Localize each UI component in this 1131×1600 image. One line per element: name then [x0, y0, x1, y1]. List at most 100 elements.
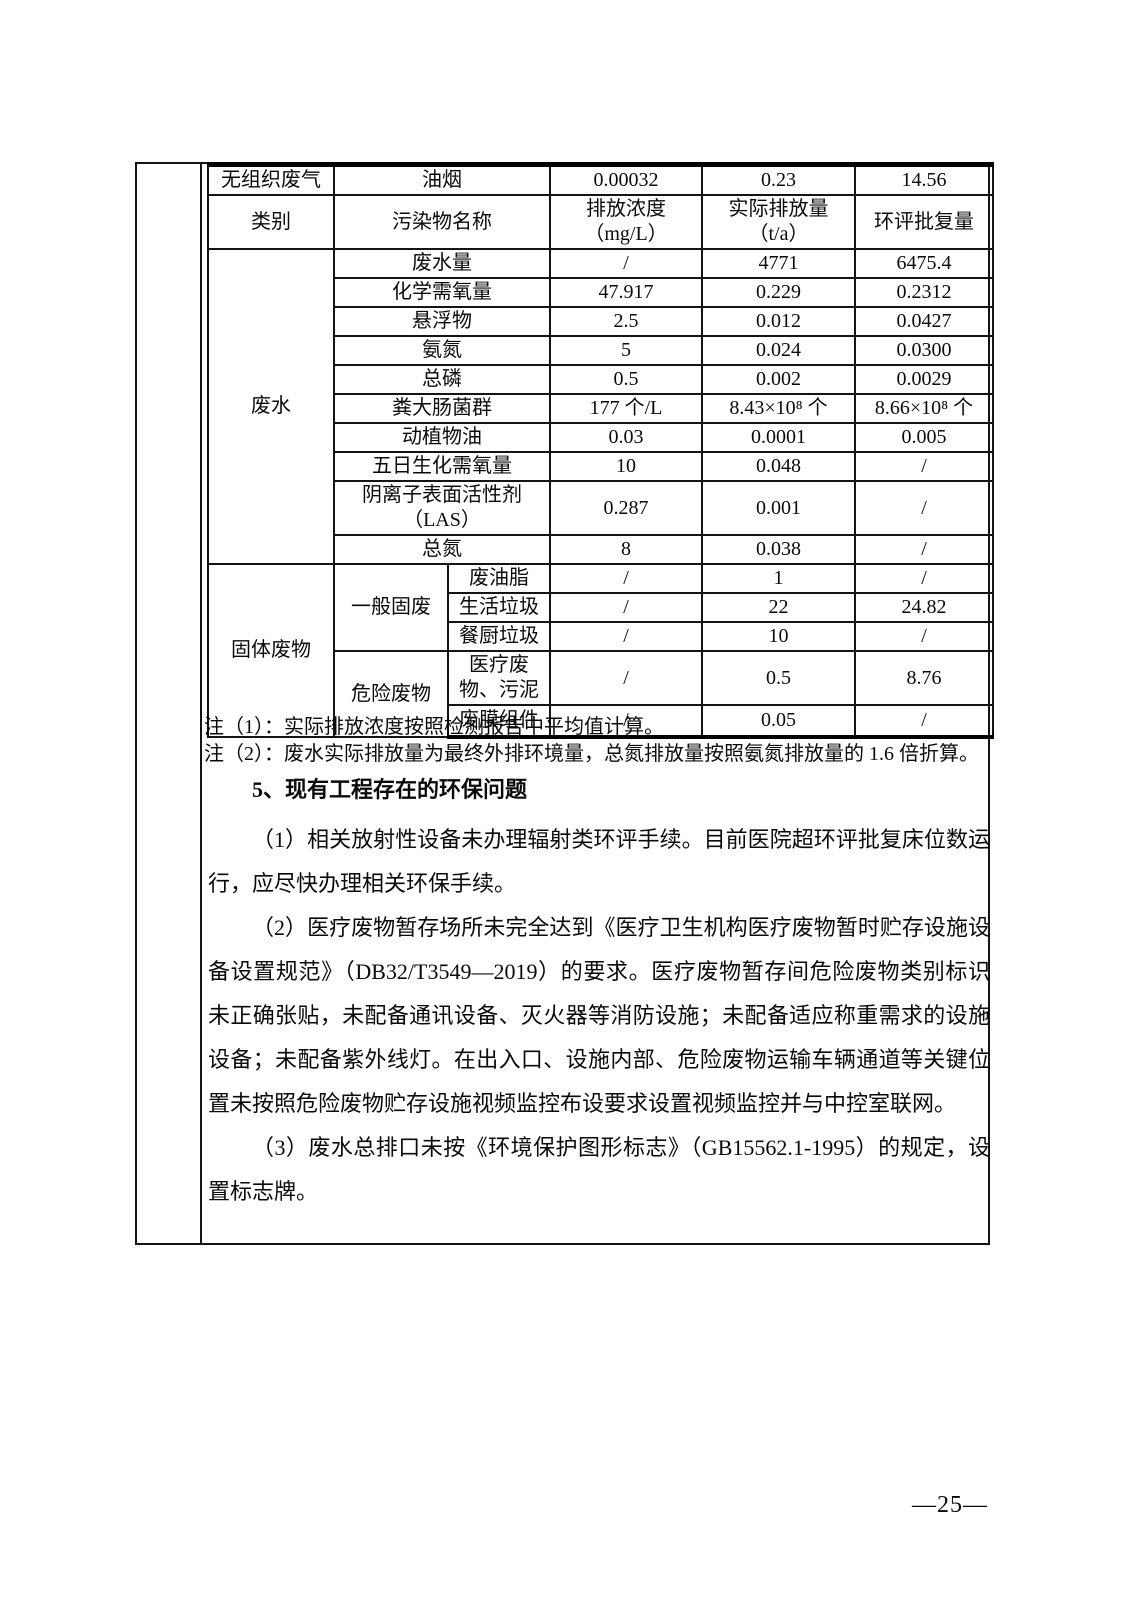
table-row: 无组织废气 油烟 0.00032 0.23 14.56 — [207, 162, 994, 196]
table-row: 生活垃圾 / 22 24.82 — [208, 592, 994, 623]
cell-pollutant-name: 五日生化需氧量 — [333, 451, 551, 482]
cell-pollutant-name: 阴离子表面活性剂（LAS） — [333, 480, 551, 536]
cell-approved: 0.005 — [854, 422, 994, 453]
cell-approved: 24.82 — [854, 592, 994, 623]
header-concentration-line1: 排放浓度 — [586, 198, 666, 220]
cell-concentration: 177 个/L — [549, 393, 703, 424]
cell-approved: / — [854, 704, 994, 739]
cell-actual: 0.024 — [701, 335, 856, 366]
cell-actual: 0.05 — [701, 704, 856, 739]
row-label-general-solid: 一般固废 — [333, 563, 449, 652]
table-row: 废水 废水量 / 4771 6475.4 — [207, 248, 994, 565]
page-number: —25— — [912, 1492, 988, 1518]
cell-actual: 0.001 — [701, 480, 856, 536]
cell-actual: 0.5 — [701, 650, 856, 706]
cell-actual: 10 — [701, 621, 856, 652]
cell-actual: 0.0001 — [701, 422, 856, 453]
cell-concentration: 8 — [549, 534, 703, 565]
cell-concentration: 0.03 — [549, 422, 703, 453]
cell-pollutant-name: 废水量 — [333, 248, 551, 279]
table-row: 氨氮 5 0.024 0.0300 — [208, 335, 994, 366]
header-approved: 环评批复量 — [854, 194, 994, 250]
cell-pollutant-name: 油烟 — [333, 162, 551, 196]
cell-pollutant-name: 废油脂 — [447, 563, 551, 594]
cell-approved: / — [854, 534, 994, 565]
cell-actual: 0.048 — [701, 451, 856, 482]
note-1: 注（1）：实际排放浓度按照检测报告中平均值计算。 — [204, 716, 664, 738]
form-column-divider — [200, 164, 202, 1243]
cell-approved: 8.76 — [854, 650, 994, 706]
row-label-solid-waste: 固体废物 — [207, 563, 335, 738]
table-row: 五日生化需氧量 10 0.048 / — [208, 451, 994, 482]
cell-actual: 0.002 — [701, 364, 856, 395]
table-row: 悬浮物 2.5 0.012 0.0427 — [208, 306, 994, 337]
table-row: 动植物油 0.03 0.0001 0.005 — [208, 422, 994, 453]
header-concentration: 排放浓度 （mg/L） — [549, 194, 703, 250]
cell-approved: / — [854, 621, 994, 652]
cell-concentration: 5 — [549, 335, 703, 366]
table-row: 粪大肠菌群 177 个/L 8.43×10⁸ 个 8.66×10⁸ 个 — [208, 393, 994, 424]
cell-pollutant-name: 粪大肠菌群 — [333, 393, 551, 424]
form-frame: 无组织废气 油烟 0.00032 0.23 14.56 类别 污染物名称 排放浓… — [135, 162, 994, 1245]
cell-approved: 0.0427 — [854, 306, 994, 337]
cell-concentration: / — [549, 704, 703, 739]
cell-pollutant-name: 餐厨垃圾 — [447, 621, 551, 652]
table-row: 总磷 0.5 0.002 0.0029 — [208, 364, 994, 395]
cell-pollutant-name: 生活垃圾 — [447, 592, 551, 623]
cell-concentration: / — [549, 592, 703, 623]
table-row: 固体废物 一般固废 废油脂 / 1 / — [207, 563, 994, 738]
header-actual: 实际排放量 （t/a） — [701, 194, 856, 250]
cell-category: 无组织废气 — [207, 162, 335, 196]
note-2: 注（2）：废水实际排放量为最终外排环境量，总氮排放量按照氨氮排放量的 1.6 倍… — [204, 743, 979, 765]
cell-approved: 0.2312 — [854, 277, 994, 308]
section-heading: 5、现有工程存在的环保问题 — [252, 777, 528, 802]
section-5: 5、现有工程存在的环保问题 （1）相关放射性设备未办理辐射类环评手续。目前医院超… — [208, 772, 990, 1214]
table-row: 废膜组件 / 0.05 / — [208, 704, 994, 739]
cell-concentration: / — [549, 248, 703, 279]
row-label-wastewater: 废水 — [207, 248, 335, 565]
cell-approved: / — [854, 451, 994, 482]
cell-concentration: / — [549, 650, 703, 706]
section-paragraph-2: （2）医疗废物暂存场所未完全达到《医疗卫生机构医疗废物暂时贮存设施设备设置规范》… — [208, 915, 990, 1116]
cell-concentration: 0.00032 — [549, 162, 703, 196]
cell-actual: 1 — [701, 563, 856, 594]
cell-approved: 0.0300 — [854, 335, 994, 366]
header-pollutant-name: 污染物名称 — [333, 194, 551, 250]
header-actual-line1: 实际排放量 — [728, 198, 829, 220]
cell-approved: 6475.4 — [854, 248, 994, 279]
cell-pollutant-name: 化学需氧量 — [333, 277, 551, 308]
cell-approved: 0.0029 — [854, 364, 994, 395]
cell-approved: 14.56 — [854, 162, 994, 196]
cell-concentration: / — [549, 563, 703, 594]
cell-actual: 8.43×10⁸ 个 — [701, 393, 856, 424]
cell-actual: 4771 — [701, 248, 856, 279]
cell-approved: / — [854, 563, 994, 594]
table-row: 危险废物 医疗废物、污泥 / 0.5 8.76 — [208, 650, 994, 738]
cell-approved: 8.66×10⁸ 个 — [854, 393, 994, 424]
cell-concentration: 47.917 — [549, 277, 703, 308]
cell-approved: / — [854, 480, 994, 536]
table-row: 化学需氧量 47.917 0.229 0.2312 — [208, 277, 994, 308]
cell-pollutant-name: 动植物油 — [333, 422, 551, 453]
cell-actual: 22 — [701, 592, 856, 623]
header-category: 类别 — [207, 194, 335, 250]
cell-concentration: 10 — [549, 451, 703, 482]
cell-concentration: 2.5 — [549, 306, 703, 337]
cell-pollutant-name: 氨氮 — [333, 335, 551, 366]
cell-actual: 0.012 — [701, 306, 856, 337]
row-label-hazardous: 危险废物 — [333, 650, 449, 738]
pollutant-emission-table: 无组织废气 油烟 0.00032 0.23 14.56 类别 污染物名称 排放浓… — [207, 162, 994, 739]
section-paragraph-3: （3）废水总排口未按《环境保护图形标志》（GB15562.1-1995）的规定，… — [208, 1135, 990, 1204]
cell-actual: 0.229 — [701, 277, 856, 308]
cell-pollutant-name: 废膜组件 — [447, 704, 551, 739]
cell-concentration: / — [549, 621, 703, 652]
cell-pollutant-name: 医疗废物、污泥 — [447, 650, 551, 706]
table-row: 阴离子表面活性剂（LAS） 0.287 0.001 / — [208, 480, 994, 536]
header-actual-line2: （t/a） — [748, 223, 809, 245]
cell-actual: 0.038 — [701, 534, 856, 565]
table-header-row: 类别 污染物名称 排放浓度 （mg/L） 实际排放量 （t/a） 环评批复量 — [207, 194, 994, 250]
cell-pollutant-name: 总磷 — [333, 364, 551, 395]
header-concentration-line2: （mg/L） — [584, 223, 668, 245]
cell-pollutant-name: 悬浮物 — [333, 306, 551, 337]
